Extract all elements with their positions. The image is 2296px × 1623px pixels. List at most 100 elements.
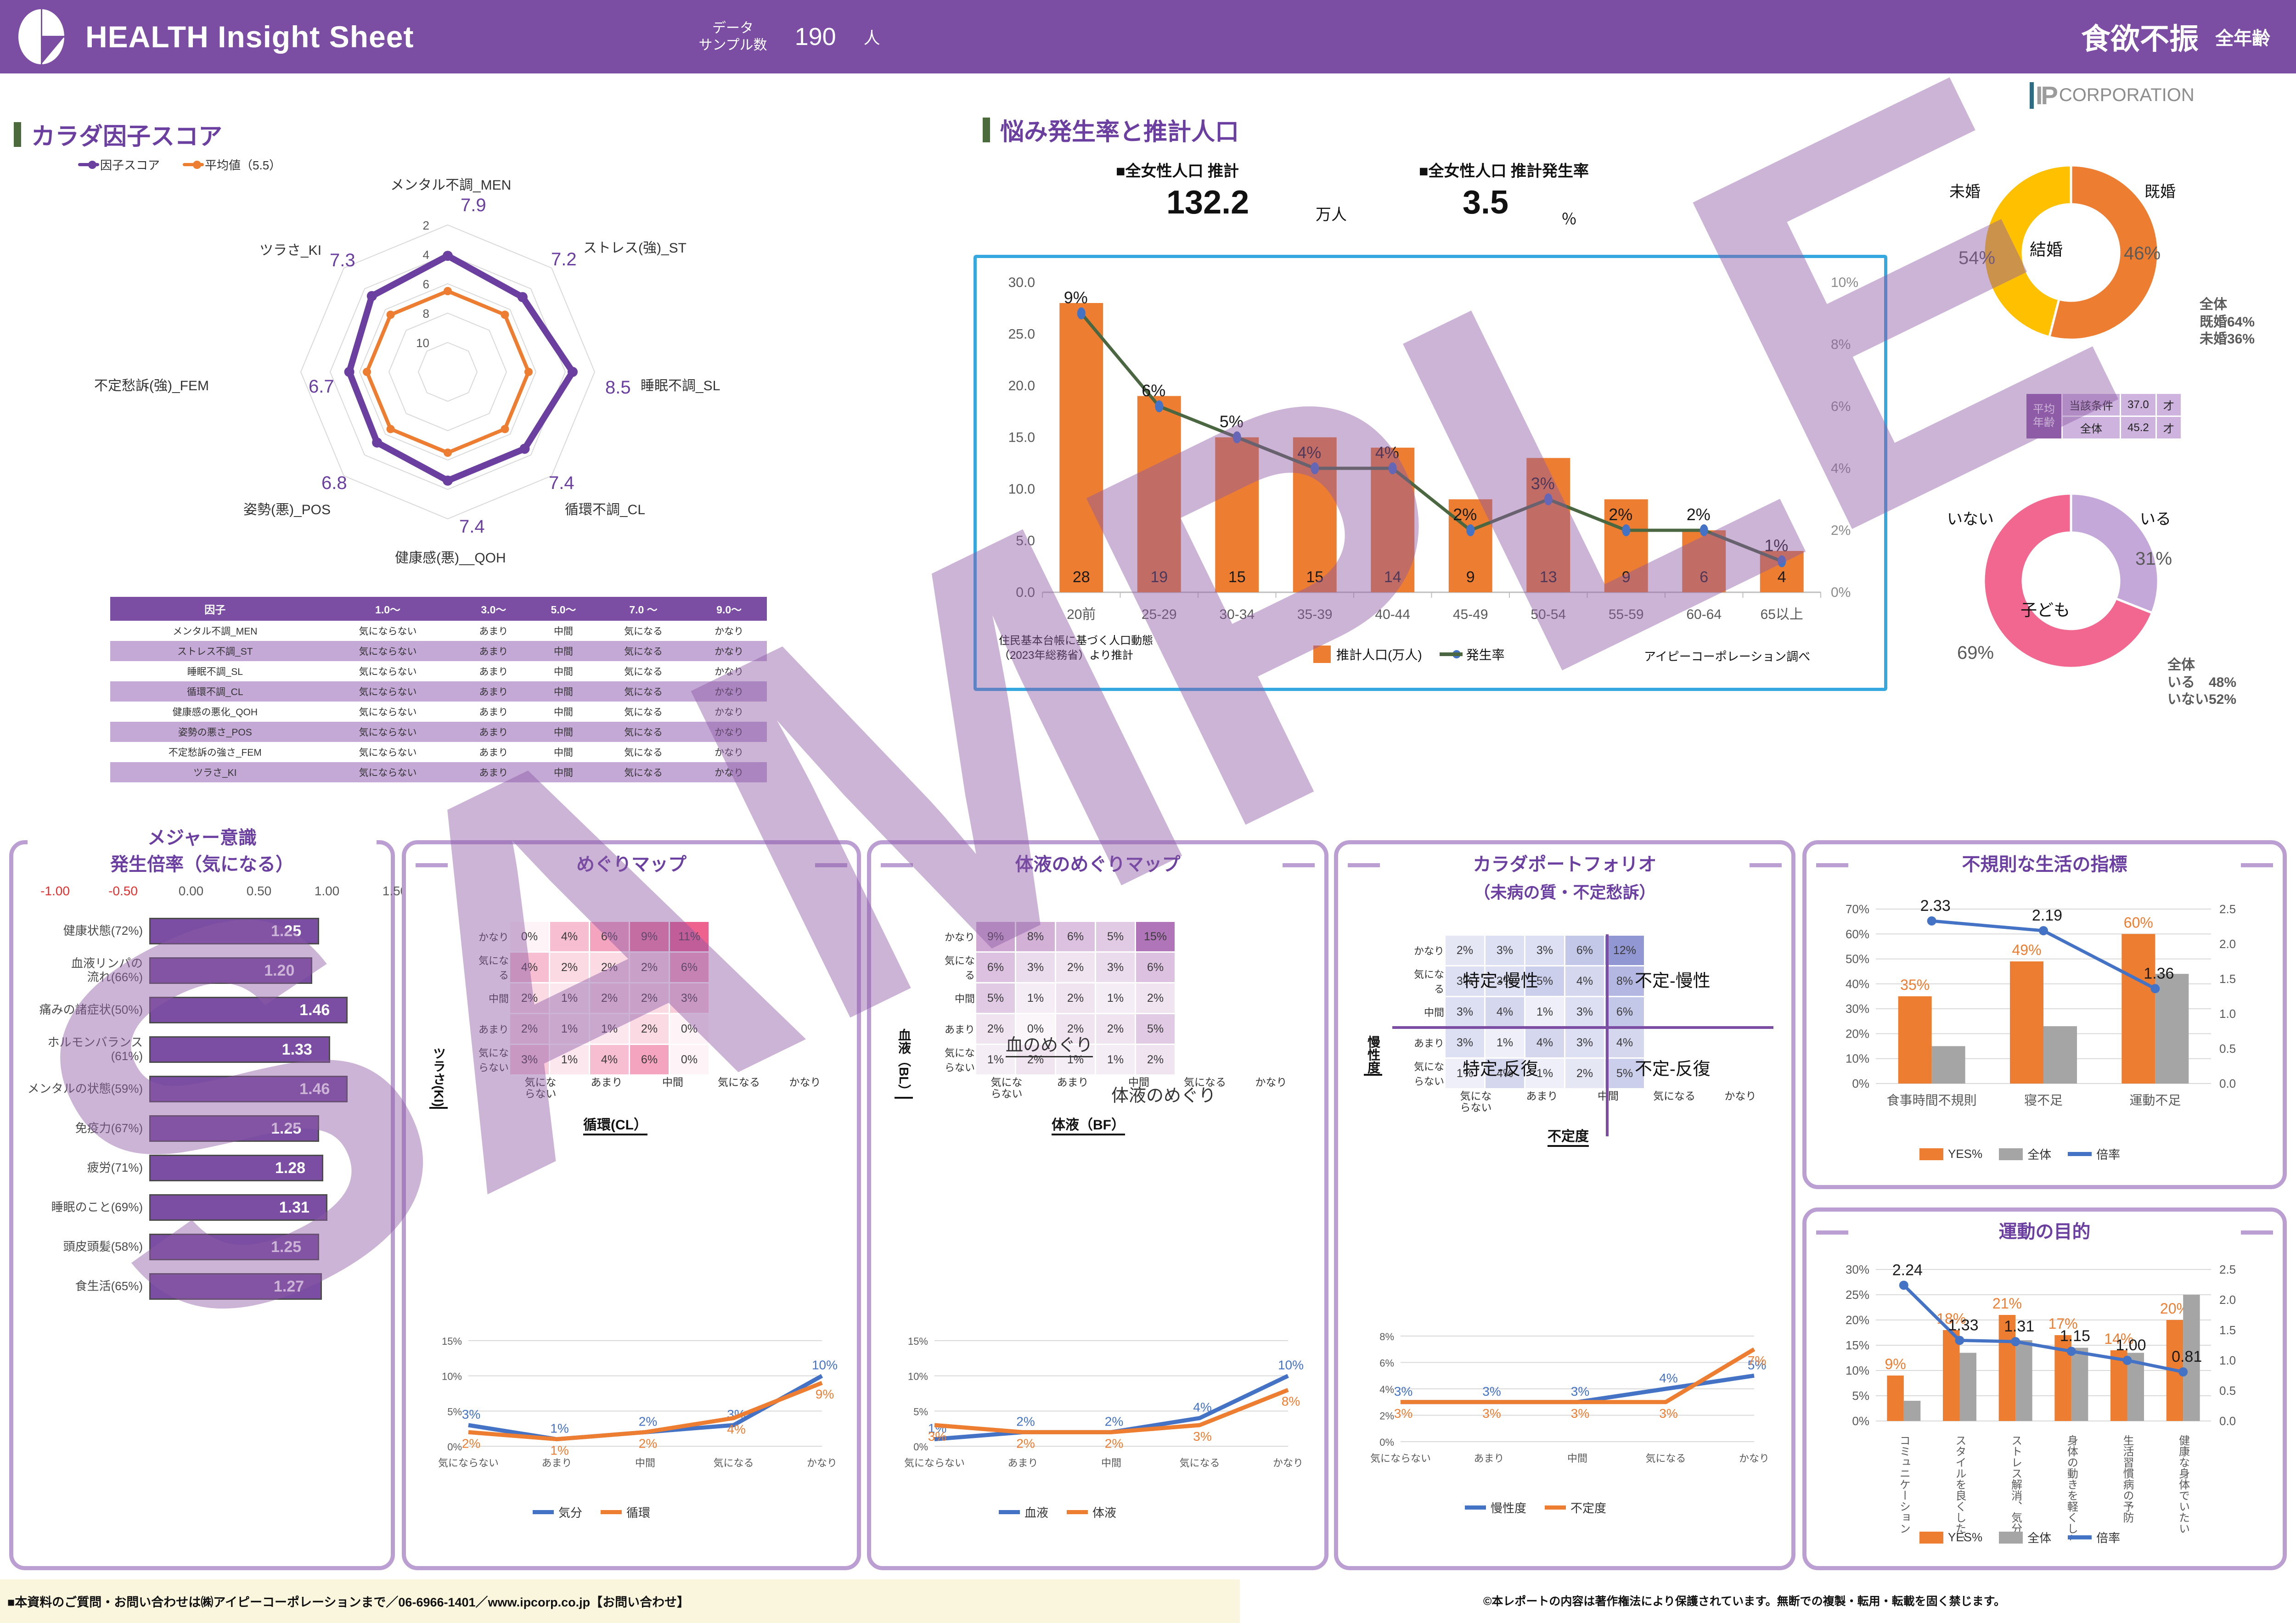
- svg-text:4: 4: [423, 248, 429, 262]
- heatmap-cell: 8%: [1016, 922, 1055, 951]
- heatmap-row-label: かなり: [478, 932, 509, 943]
- radar-axis-label-1: ストレス(強)_ST: [583, 241, 687, 256]
- svg-text:2.24: 2.24: [1892, 1261, 1923, 1279]
- svg-text:6%: 6%: [1142, 381, 1165, 400]
- panel-rule-left: [1816, 1230, 1848, 1235]
- radar-axis-label-7: ツラさ_KI: [259, 243, 322, 258]
- radar-axis-label-5: 姿勢(悪)_POS: [243, 502, 331, 517]
- fluid-heatmap: かなり 9% 8% 6% 5% 15% 気になる 6% 3% 2% 3% 6% 中間 5% 1% 2% 1% 2%…: [923, 921, 1176, 1076]
- heatmap-cell: 3%: [1096, 953, 1135, 982]
- heatmap-row-label: 中間: [954, 993, 975, 1005]
- heatmap-col-label: かなり: [789, 1076, 821, 1088]
- major-bar-row: 痛みの諸症状(50%) 1.46: [16, 990, 383, 1030]
- svg-text:2.5: 2.5: [2219, 1263, 2236, 1276]
- legend-swatch: [1919, 1531, 1943, 1544]
- radar-value-0: 7.9: [461, 195, 486, 215]
- table-cell: あまり: [456, 641, 532, 661]
- table-row: メンタル不調_MEN 気にならない あまり 中間 気になる かなり: [110, 621, 767, 641]
- heatmap-row-label: 気になる: [944, 955, 975, 981]
- heatmap-cell: 2%: [1136, 983, 1175, 1013]
- survey-note: アイピーコーポレーション調べ: [1644, 650, 1811, 663]
- donut-label-married: 既婚: [2144, 183, 2176, 201]
- legend-swatch: [2068, 1152, 2092, 1156]
- major-bar-track: 1.20: [149, 951, 383, 990]
- svg-text:4%: 4%: [1375, 443, 1399, 462]
- sample-count: 190: [794, 23, 836, 51]
- major-bar-label: 免疫力(67%): [75, 1121, 143, 1135]
- age-cell-label: 全体: [2063, 417, 2120, 438]
- heatmap-cell: 12%: [1605, 936, 1644, 965]
- age-cell-unit: 才: [2156, 394, 2181, 416]
- svg-text:9: 9: [1622, 568, 1631, 586]
- corp-logo-ip: IP: [2036, 81, 2058, 110]
- heatmap-col-label: 気にな らない: [990, 1076, 1023, 1100]
- svg-text:2%: 2%: [462, 1436, 480, 1450]
- legend-swatch: [1919, 1148, 1943, 1160]
- population-chart-frame: [974, 255, 1887, 691]
- kpi-population-unit: 万人: [1316, 206, 1347, 224]
- kpi-population-value: 132.2: [1166, 184, 1249, 221]
- major-bar-label: 頭皮頭髪(58%): [63, 1240, 143, 1254]
- major-bar-track: 1.25: [149, 1227, 383, 1267]
- radar-axis-label-2: 睡眠不調_SL: [641, 378, 720, 393]
- kpi-population-label: ■全女性人口 推計: [1116, 163, 1239, 180]
- svg-text:15.0: 15.0: [1008, 430, 1035, 445]
- major-bar: [149, 1115, 319, 1142]
- heatmap-cell: 4%: [550, 922, 589, 951]
- legend-swatch: [533, 1510, 554, 1514]
- heatmap-cell: 15%: [1136, 922, 1175, 951]
- legend-label: 全体: [2027, 1148, 2052, 1162]
- heatmap-col-label: かなり: [1255, 1076, 1287, 1088]
- table-row: 循環不調_CL 気にならない あまり 中間 気になる かなり: [110, 681, 767, 702]
- svg-text:15%: 15%: [442, 1336, 462, 1347]
- heatmap-cell: 3%: [1446, 997, 1484, 1027]
- svg-text:1%: 1%: [550, 1421, 568, 1436]
- radar-axis-label-6: 不定愁訴(強)_FEM: [94, 378, 209, 393]
- table-cell: 姿勢の悪さ_POS: [110, 722, 320, 742]
- heatmap-cell: 3%: [1565, 997, 1604, 1027]
- section-tick-icon: [983, 117, 990, 142]
- table-column-header: 3.0〜: [456, 597, 532, 621]
- factor-table: 因子 1.0〜 3.0〜 5.0〜 7.0 〜 9.0〜 メンタル不調_MEN 気にならない…: [110, 597, 767, 782]
- svg-text:気になる: 気になる: [1645, 1453, 1686, 1464]
- meguri-line-legend: 気分 循環: [533, 1504, 650, 1521]
- note-line-0: 全体: [2167, 657, 2195, 673]
- heatmap-row: かなり 2% 3% 3% 6% 12%: [1394, 936, 1644, 965]
- heatmap-cell: 6%: [1056, 922, 1095, 951]
- svg-text:13: 13: [1540, 568, 1557, 586]
- heatmap-col-label: 気になる: [718, 1076, 760, 1088]
- heatmap-row: あまり 3% 1% 4% 3% 4%: [1394, 1028, 1644, 1057]
- svg-text:3%: 3%: [462, 1407, 480, 1421]
- table-column-header: 5.0〜: [531, 597, 596, 621]
- heatmap-cell: 3%: [1016, 953, 1055, 982]
- heatmap-cell: 11%: [670, 922, 709, 951]
- heatmap-cell: 3%: [1486, 936, 1524, 965]
- legend-item: 循環: [601, 1504, 650, 1521]
- svg-text:4%: 4%: [1297, 443, 1321, 462]
- heatmap-cell: 2%: [1016, 1045, 1055, 1074]
- table-cell: 中間: [531, 661, 596, 681]
- legend-item: 倍率: [2068, 1529, 2120, 1546]
- heatmap-col-label: 気になる: [1184, 1076, 1226, 1088]
- radar-legend: 因子スコア 平均値（5.5）: [78, 156, 281, 173]
- svg-text:中間: 中間: [1567, 1453, 1587, 1464]
- heatmap-row-label: 気にな らない: [944, 1047, 975, 1073]
- svg-text:1%: 1%: [550, 1443, 568, 1458]
- table-cell: ツラさ_KI: [110, 762, 320, 782]
- svg-text:60%: 60%: [1846, 927, 1869, 941]
- svg-text:生活習慣病の予防: 生活習慣病の予防: [2121, 1435, 2134, 1523]
- svg-text:1.36: 1.36: [2144, 965, 2174, 982]
- table-cell: かなり: [691, 661, 767, 681]
- legend-item: 慢性度: [1465, 1499, 1526, 1516]
- svg-text:20%: 20%: [1846, 1313, 1869, 1327]
- factor-table-body: メンタル不調_MEN 気にならない あまり 中間 気になる かなり ストレス不調_ST 気にな…: [110, 621, 767, 782]
- svg-text:0.5: 0.5: [2219, 1384, 2236, 1398]
- heatmap-col-label: 中間: [1128, 1076, 1149, 1088]
- table-cell: 不定愁訴の強さ_FEM: [110, 742, 320, 762]
- topic-subtitle: 全年齢: [2215, 28, 2270, 49]
- table-row: ストレス不調_ST 気にならない あまり 中間 気になる かなり: [110, 641, 767, 661]
- donut-value-has-children: 31%: [2135, 549, 2172, 569]
- svg-text:5%: 5%: [1220, 412, 1244, 431]
- table-cell: 気にならない: [320, 742, 456, 762]
- heatmap-cell: 1%: [1096, 1045, 1135, 1074]
